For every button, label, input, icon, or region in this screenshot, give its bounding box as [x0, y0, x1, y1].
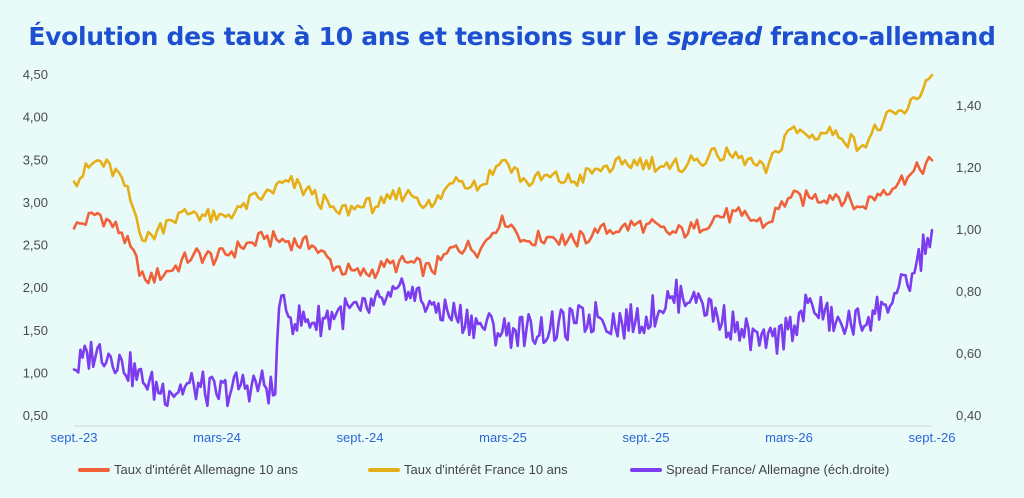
legend-label-france: Taux d'intérêt France 10 ans — [404, 462, 568, 477]
y-left-tick-label: 3,50 — [23, 152, 48, 167]
y-left-tick-label: 0,50 — [23, 408, 48, 423]
series-line-spread — [72, 228, 934, 408]
y-left-tick-label: 3,00 — [23, 195, 48, 210]
legend-swatch-france — [368, 467, 400, 472]
y-left-tick-label: 2,00 — [23, 280, 48, 295]
x-tick-label: sept.-25 — [623, 430, 670, 445]
y-right-tick-label: 0,60 — [956, 346, 981, 361]
y-right-tick-label: 1,20 — [956, 160, 981, 175]
legend-swatch-germany — [78, 467, 110, 472]
x-tick-label: mars-26 — [765, 430, 813, 445]
title-text-before: Évolution des taux à 10 ans et tensions … — [28, 22, 667, 51]
legend-item-france: Taux d'intérêt France 10 ans — [368, 462, 568, 477]
title-text-emphasis: spread — [666, 22, 762, 51]
y-left-tick-label: 1,50 — [23, 323, 48, 338]
legend-label-germany: Taux d'intérêt Allemagne 10 ans — [114, 462, 298, 477]
y-right-tick-label: 1,40 — [956, 98, 981, 113]
y-left-tick-label: 2,50 — [23, 238, 48, 253]
y-right-tick-label: 0,80 — [956, 284, 981, 299]
series-line-france — [72, 73, 934, 243]
x-tick-label: sept.-26 — [909, 430, 956, 445]
chart-title: Évolution des taux à 10 ans et tensions … — [0, 22, 1024, 51]
chart-legend: Taux d'intérêt Allemagne 10 ans Taux d'i… — [0, 462, 1024, 484]
y-left-tick-label: 1,00 — [23, 365, 48, 380]
legend-item-spread: Spread France/ Allemagne (éch.droite) — [630, 462, 889, 477]
x-tick-label: mars-24 — [193, 430, 241, 445]
y-right-tick-label: 0,40 — [956, 408, 981, 423]
x-tick-label: sept.-24 — [337, 430, 384, 445]
legend-item-germany: Taux d'intérêt Allemagne 10 ans — [78, 462, 298, 477]
y-left-tick-label: 4,50 — [23, 67, 48, 82]
legend-label-spread: Spread France/ Allemagne (éch.droite) — [666, 462, 890, 477]
y-right-tick-label: 1,00 — [956, 222, 981, 237]
x-tick-label: sept.-23 — [51, 430, 98, 445]
y-left-tick-label: 4,00 — [23, 110, 48, 125]
series-line-germany — [72, 155, 934, 285]
x-tick-label: mars-25 — [479, 430, 527, 445]
legend-swatch-spread — [630, 467, 662, 472]
title-text-after: franco-allemand — [761, 22, 996, 51]
